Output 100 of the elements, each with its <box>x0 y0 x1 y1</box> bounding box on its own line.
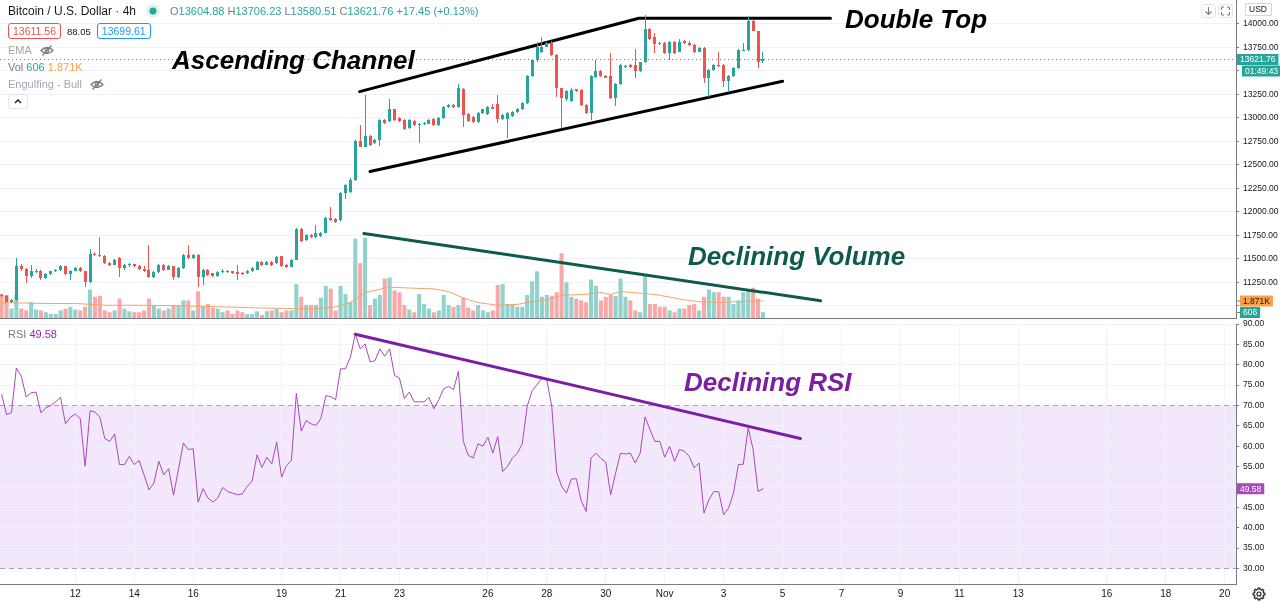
bar <box>667 310 672 318</box>
candlestick <box>717 52 720 67</box>
annotation: Declining RSI <box>684 367 853 398</box>
chart-title: Bitcoin / U.S. Dollar · 4h <box>8 4 137 18</box>
bar <box>760 312 765 318</box>
annotation: Ascending Channel <box>171 45 416 76</box>
bar <box>377 294 382 318</box>
bar <box>323 285 328 318</box>
x-tick-label: Nov <box>655 587 674 599</box>
y-tick-label: 60.00 <box>1243 440 1265 451</box>
bar <box>264 311 269 318</box>
bar <box>701 296 707 318</box>
y-tick-label: 12750.00 <box>1243 135 1279 146</box>
bar <box>544 294 549 318</box>
bar <box>166 308 171 318</box>
annotation: 13611.56 <box>8 23 62 39</box>
bar <box>146 298 152 318</box>
bar <box>574 298 579 318</box>
y-tick-label: 80.00 <box>1243 359 1265 370</box>
bar <box>426 308 431 318</box>
x-tick-label: 12 <box>69 587 82 599</box>
bar <box>431 312 436 318</box>
text: O13604.88 H13706.23 L13580.51 C13621.76 +17.45 (+0.13%) <box>170 5 479 17</box>
x-tick-label: 16 <box>1101 587 1113 599</box>
y-tick-label: 11500.00 <box>1243 253 1279 264</box>
bar <box>299 296 304 318</box>
bar <box>132 312 137 318</box>
bar <box>107 312 112 318</box>
bar <box>495 284 500 318</box>
annotation: RSI 49.58 <box>8 328 57 340</box>
y-tick-label: 30.00 <box>1243 562 1265 573</box>
bar <box>697 310 702 318</box>
y-tick-label: 40.00 <box>1243 522 1265 533</box>
y2-tick-label: 606 <box>1243 307 1258 318</box>
bar <box>367 304 373 318</box>
annotation: Double Top <box>845 4 988 35</box>
y-tick-label: 11750.00 <box>1243 229 1279 240</box>
bar <box>29 302 34 318</box>
x-tick-label: 28 <box>541 587 553 599</box>
annotation: Vol 606 1.871K <box>8 61 83 73</box>
x-tick-label: 21 <box>334 587 347 599</box>
y-tick-label: 12000.00 <box>1243 206 1279 217</box>
ref-line-label: 13621.76 <box>1240 54 1276 65</box>
bar <box>711 292 716 318</box>
bar <box>456 304 461 318</box>
y-tick-label: 75.00 <box>1243 379 1265 390</box>
x-tick-label: 26 <box>482 587 494 599</box>
y-tick-label: 85.00 <box>1243 338 1265 349</box>
bar <box>618 278 623 318</box>
bar <box>176 304 181 318</box>
x-tick-label: 16 <box>187 587 200 599</box>
x-tick-label: 3 <box>720 587 727 599</box>
x-tick-label: 9 <box>897 587 904 599</box>
text: USD <box>1249 4 1267 15</box>
bar <box>210 307 215 318</box>
bar <box>68 306 73 318</box>
y-tick-label: 13750.00 <box>1243 41 1279 52</box>
candlestick <box>742 43 745 51</box>
bar <box>662 306 667 318</box>
bar <box>156 308 161 318</box>
candlestick <box>329 207 332 221</box>
annotation: 88.05 <box>67 25 91 37</box>
bar <box>19 308 24 318</box>
y2-tick-label: 1.871K <box>1243 295 1271 306</box>
annotation: Engulfing - Bull <box>8 78 82 90</box>
bar <box>559 253 564 318</box>
bar <box>88 289 93 318</box>
bar <box>191 310 196 318</box>
bar <box>534 271 540 318</box>
bar <box>682 308 687 318</box>
bar <box>721 296 726 318</box>
y-tick-label: 13250.00 <box>1243 88 1279 99</box>
x-tick-label: 30 <box>600 587 612 599</box>
y-tick-label: 13000.00 <box>1243 112 1279 123</box>
bar <box>117 298 122 318</box>
bar <box>647 304 653 318</box>
bar <box>274 308 279 318</box>
bar <box>171 304 176 318</box>
y-tick-label: 90.00 <box>1243 318 1265 329</box>
bar <box>589 279 594 318</box>
y-tick-label: 12250.00 <box>1243 182 1279 193</box>
candlestick <box>98 237 101 257</box>
bar <box>387 277 392 318</box>
bar <box>122 308 127 318</box>
bar <box>564 282 569 318</box>
y-tick-label: 55.00 <box>1243 460 1265 471</box>
bar <box>397 292 402 318</box>
annotation: 13699.61 <box>96 23 151 39</box>
candlestick <box>418 123 421 143</box>
bar <box>363 237 368 318</box>
candlestick <box>236 265 239 280</box>
bar <box>269 310 274 318</box>
bar <box>407 309 412 318</box>
x-tick-label: 5 <box>779 587 786 599</box>
text: 49.58 <box>1240 483 1262 494</box>
bar <box>338 285 343 318</box>
x-tick-label: 11 <box>954 587 966 599</box>
bar <box>358 263 363 318</box>
x-tick-label: 13 <box>1012 587 1025 599</box>
y-tick-label: 35.00 <box>1243 542 1265 553</box>
